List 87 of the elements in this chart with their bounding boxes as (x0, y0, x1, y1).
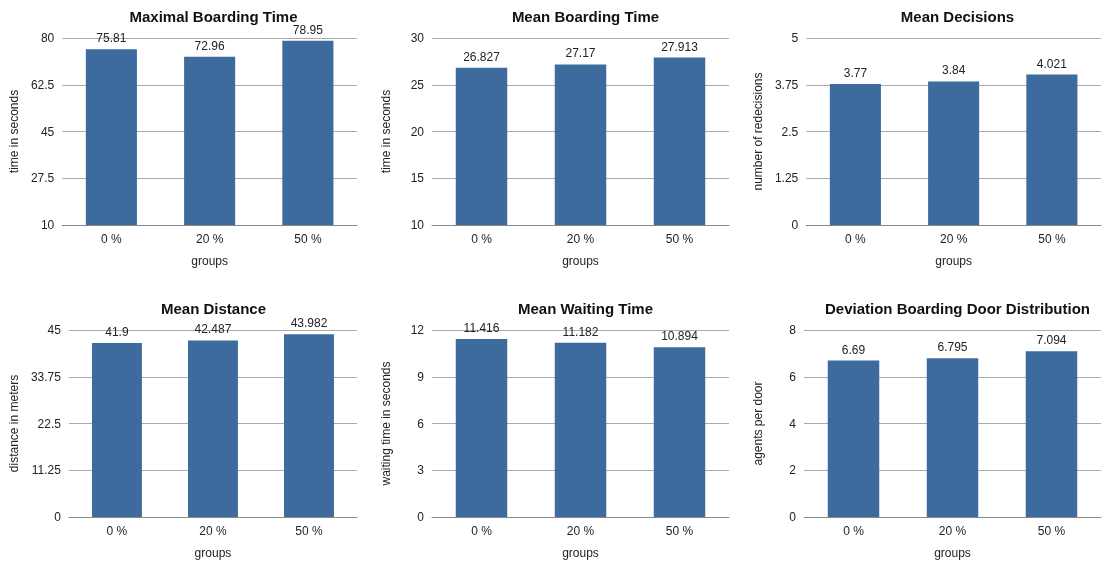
y-tick-label: 33.75 (30, 369, 62, 384)
x-tick-label: 50 % (1038, 232, 1066, 246)
y-axis-title: time in seconds (7, 89, 21, 174)
y-tick-label: 6 (789, 369, 797, 384)
data-label: 3.77 (843, 66, 868, 80)
data-label: 27.913 (661, 39, 699, 54)
data-label: 7.094 (1036, 333, 1067, 348)
x-tick-label: 20 % (938, 524, 967, 538)
y-tick-label: 30 (410, 31, 425, 45)
y-axis-title: number of redecisions (751, 72, 765, 191)
chart-title: Mean Distance (160, 300, 267, 317)
data-label: 72.96 (194, 38, 225, 53)
x-tick-label: 0 % (471, 232, 493, 246)
y-tick-label: 4 (789, 416, 797, 431)
y-tick-label: 0 (791, 218, 799, 232)
y-tick-label: 9 (417, 369, 425, 384)
x-tick-label: 50 % (294, 232, 322, 246)
y-tick-label: 27.5 (30, 171, 55, 186)
y-tick-label: 80 (40, 31, 55, 45)
data-label: 43.982 (290, 316, 328, 331)
bar (653, 347, 706, 517)
data-label: 75.81 (96, 31, 127, 46)
y-tick-label: 6 (417, 416, 425, 431)
data-label: 3.84 (941, 63, 966, 78)
y-tick-label: 1.25 (774, 171, 799, 186)
x-axis-title: groups (562, 254, 599, 268)
x-tick-label: 0 % (845, 232, 867, 246)
data-label: 78.95 (292, 22, 324, 37)
data-label: 26.827 (463, 49, 501, 64)
x-axis-title: groups (934, 546, 971, 560)
y-axis-title: time in seconds (379, 89, 393, 174)
x-tick-label: 50 % (1037, 524, 1066, 538)
data-label: 6.69 (841, 342, 866, 357)
data-label: 41.9 (105, 324, 129, 339)
y-tick-label: 62.5 (30, 77, 55, 92)
x-tick-label: 0 % (101, 232, 123, 246)
y-tick-label: 0 (789, 510, 797, 524)
y-tick-label: 8 (789, 323, 797, 337)
x-tick-label: 20 % (939, 232, 968, 246)
y-tick-label: 3 (417, 463, 425, 478)
data-label: 42.487 (194, 322, 232, 337)
y-tick-label: 22.5 (37, 416, 62, 431)
chart-title: Mean Decisions (900, 8, 1015, 25)
data-label: 11.182 (562, 324, 599, 339)
data-label: 27.17 (565, 46, 596, 61)
x-tick-label: 0 % (471, 524, 493, 538)
x-axis-title: groups (935, 254, 972, 268)
x-tick-label: 20 % (195, 232, 224, 246)
x-axis-title: groups (194, 546, 232, 560)
y-tick-label: 2 (789, 463, 797, 478)
data-label: 4.021 (1036, 56, 1068, 71)
y-tick-label: 45 (40, 124, 55, 139)
y-tick-label: 5 (791, 31, 799, 45)
x-tick-label: 0 % (106, 524, 128, 538)
chart-title: Mean Waiting Time (517, 300, 654, 317)
y-tick-label: 2.5 (781, 124, 799, 139)
x-tick-label: 50 % (665, 232, 694, 246)
y-tick-label: 10 (410, 218, 425, 232)
y-axis-title: distance in meters (7, 374, 21, 473)
x-tick-label: 0 % (843, 524, 865, 538)
y-tick-label: 45 (47, 323, 62, 337)
y-axis-title: agents per door (751, 381, 765, 466)
y-axis-title: waiting time in seconds (379, 361, 393, 487)
x-tick-label: 50 % (665, 524, 694, 538)
chart-title: Mean Boarding Time (511, 8, 660, 25)
y-tick-label: 3.75 (774, 77, 799, 92)
bar (554, 342, 607, 517)
x-axis-title: groups (191, 254, 228, 268)
x-tick-label: 20 % (566, 232, 595, 246)
y-tick-label: 11.25 (31, 463, 62, 478)
chart-title: Maximal Boarding Time (129, 8, 298, 25)
x-axis-title: groups (562, 546, 599, 560)
y-tick-label: 12 (410, 323, 425, 337)
data-label: 6.795 (937, 340, 968, 355)
data-label: 10.894 (661, 329, 699, 344)
y-tick-label: 10 (40, 218, 55, 232)
x-tick-label: 20 % (566, 524, 595, 538)
y-tick-label: 20 (410, 124, 425, 139)
chart-title: Deviation Boarding Door Distribution (825, 300, 1090, 317)
y-tick-label: 15 (410, 171, 425, 186)
data-label: 11.416 (463, 321, 500, 336)
bar (455, 339, 508, 517)
y-tick-label: 0 (417, 510, 425, 524)
y-tick-label: 25 (410, 77, 425, 92)
y-tick-label: 0 (54, 510, 62, 524)
x-tick-label: 20 % (199, 524, 227, 538)
x-tick-label: 50 % (295, 524, 323, 538)
